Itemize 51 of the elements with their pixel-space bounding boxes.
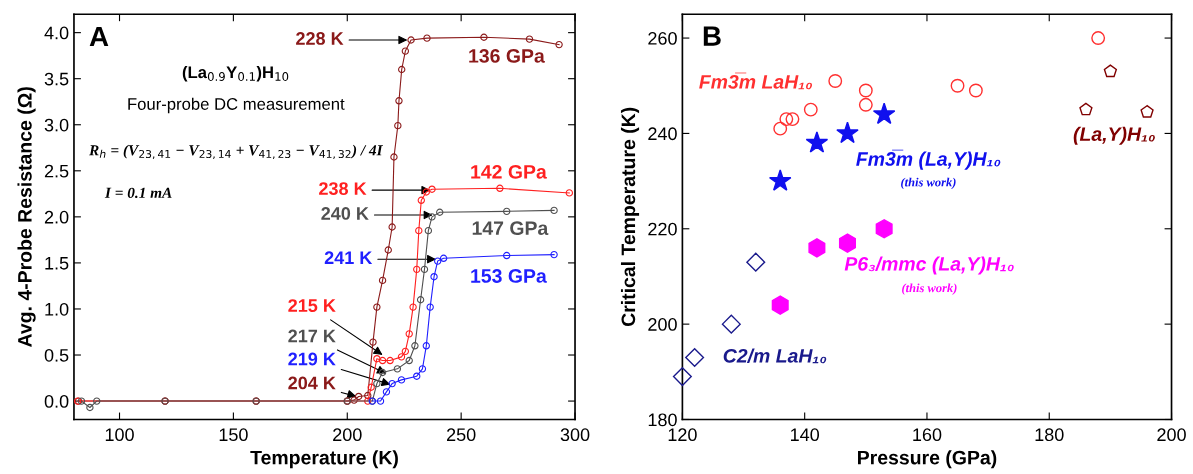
- x-tick-label: 150: [219, 428, 248, 442]
- annotation: I = 0.1 mA: [104, 187, 172, 199]
- annotation: 228 K: [296, 32, 344, 45]
- series-label: (La,Y)H₁₀: [1073, 126, 1155, 145]
- x-tick-label: 300: [560, 428, 590, 442]
- series-label: 147 GPa: [472, 221, 549, 236]
- x-tick-label: 100: [105, 428, 134, 442]
- y-axis-title: Critical Temperature (K): [620, 107, 640, 327]
- y-tick-label: 2.5: [44, 164, 69, 178]
- series-label: C2/m LaH₁₀: [723, 348, 827, 364]
- y-tick-label: 2.0: [44, 210, 69, 224]
- annotation: 240 K: [321, 207, 369, 220]
- annotation: (La$_{0.9}$Y$_{0.1}$)H$_{10}$: [182, 65, 289, 82]
- x-axis-title: Temperature (K): [250, 450, 398, 469]
- y-tick-label: 0.0: [44, 395, 69, 408]
- series-label: 142 GPa: [471, 164, 547, 179]
- x-tick-label: 120: [668, 428, 697, 442]
- x-tick-label: 180: [1035, 428, 1064, 442]
- annotation: 204 K: [288, 376, 336, 390]
- series-label: 153 GPa: [471, 269, 547, 283]
- y-tick-label: 200: [648, 318, 677, 331]
- y-tick-label: 3.0: [44, 118, 69, 132]
- y-tick-label: 0.5: [44, 348, 69, 362]
- annotation: Four-probe DC measurement: [128, 97, 345, 114]
- annotation: B: [703, 26, 721, 46]
- series-label: Fm3̅m LaH₁₀: [699, 72, 813, 90]
- series-label: 136 GPa: [469, 49, 545, 63]
- x-tick-label: 160: [913, 428, 942, 442]
- y-tick-label: 1.0: [45, 302, 69, 316]
- x-axis-title: Pressure (GPa): [858, 450, 997, 469]
- y-tick-label: 1.5: [45, 257, 69, 270]
- y-tick-label: 180: [648, 413, 677, 427]
- annotation: 241 K: [324, 251, 373, 264]
- text: R$_{h}$ = (V$_{23,41}$ − V$_{23,14}$ + V$_{41,23}$ − V$_{41,32}$) / 4I: [89, 144, 383, 160]
- annotation: A: [89, 27, 109, 47]
- y-axis-title: Avg. 4-Probe Resistance (Ω): [17, 87, 36, 347]
- y-tick-label: 240: [648, 127, 677, 141]
- x-tick-label: 140: [790, 428, 820, 442]
- y-tick-label: 4.0: [44, 26, 69, 40]
- annotation: 215 K: [288, 299, 336, 312]
- x-tick-label: 200: [1157, 428, 1186, 442]
- annotation: 238 K: [319, 182, 367, 196]
- y-tick-label: 220: [648, 222, 677, 236]
- x-tick-label: 250: [447, 428, 476, 442]
- y-tick-label: 260: [648, 31, 677, 45]
- series-label: Fm3̅m (La,Y)H₁₀ (this work): [856, 149, 1001, 189]
- x-tick-label: 200: [333, 428, 362, 442]
- annotation: 217 K: [288, 329, 336, 343]
- y-tick-label: 3.5: [44, 72, 69, 86]
- series-label: P6₃/mmc (La,Y)H₁₀ (this work): [844, 256, 1014, 295]
- annotation: 219 K: [288, 352, 336, 366]
